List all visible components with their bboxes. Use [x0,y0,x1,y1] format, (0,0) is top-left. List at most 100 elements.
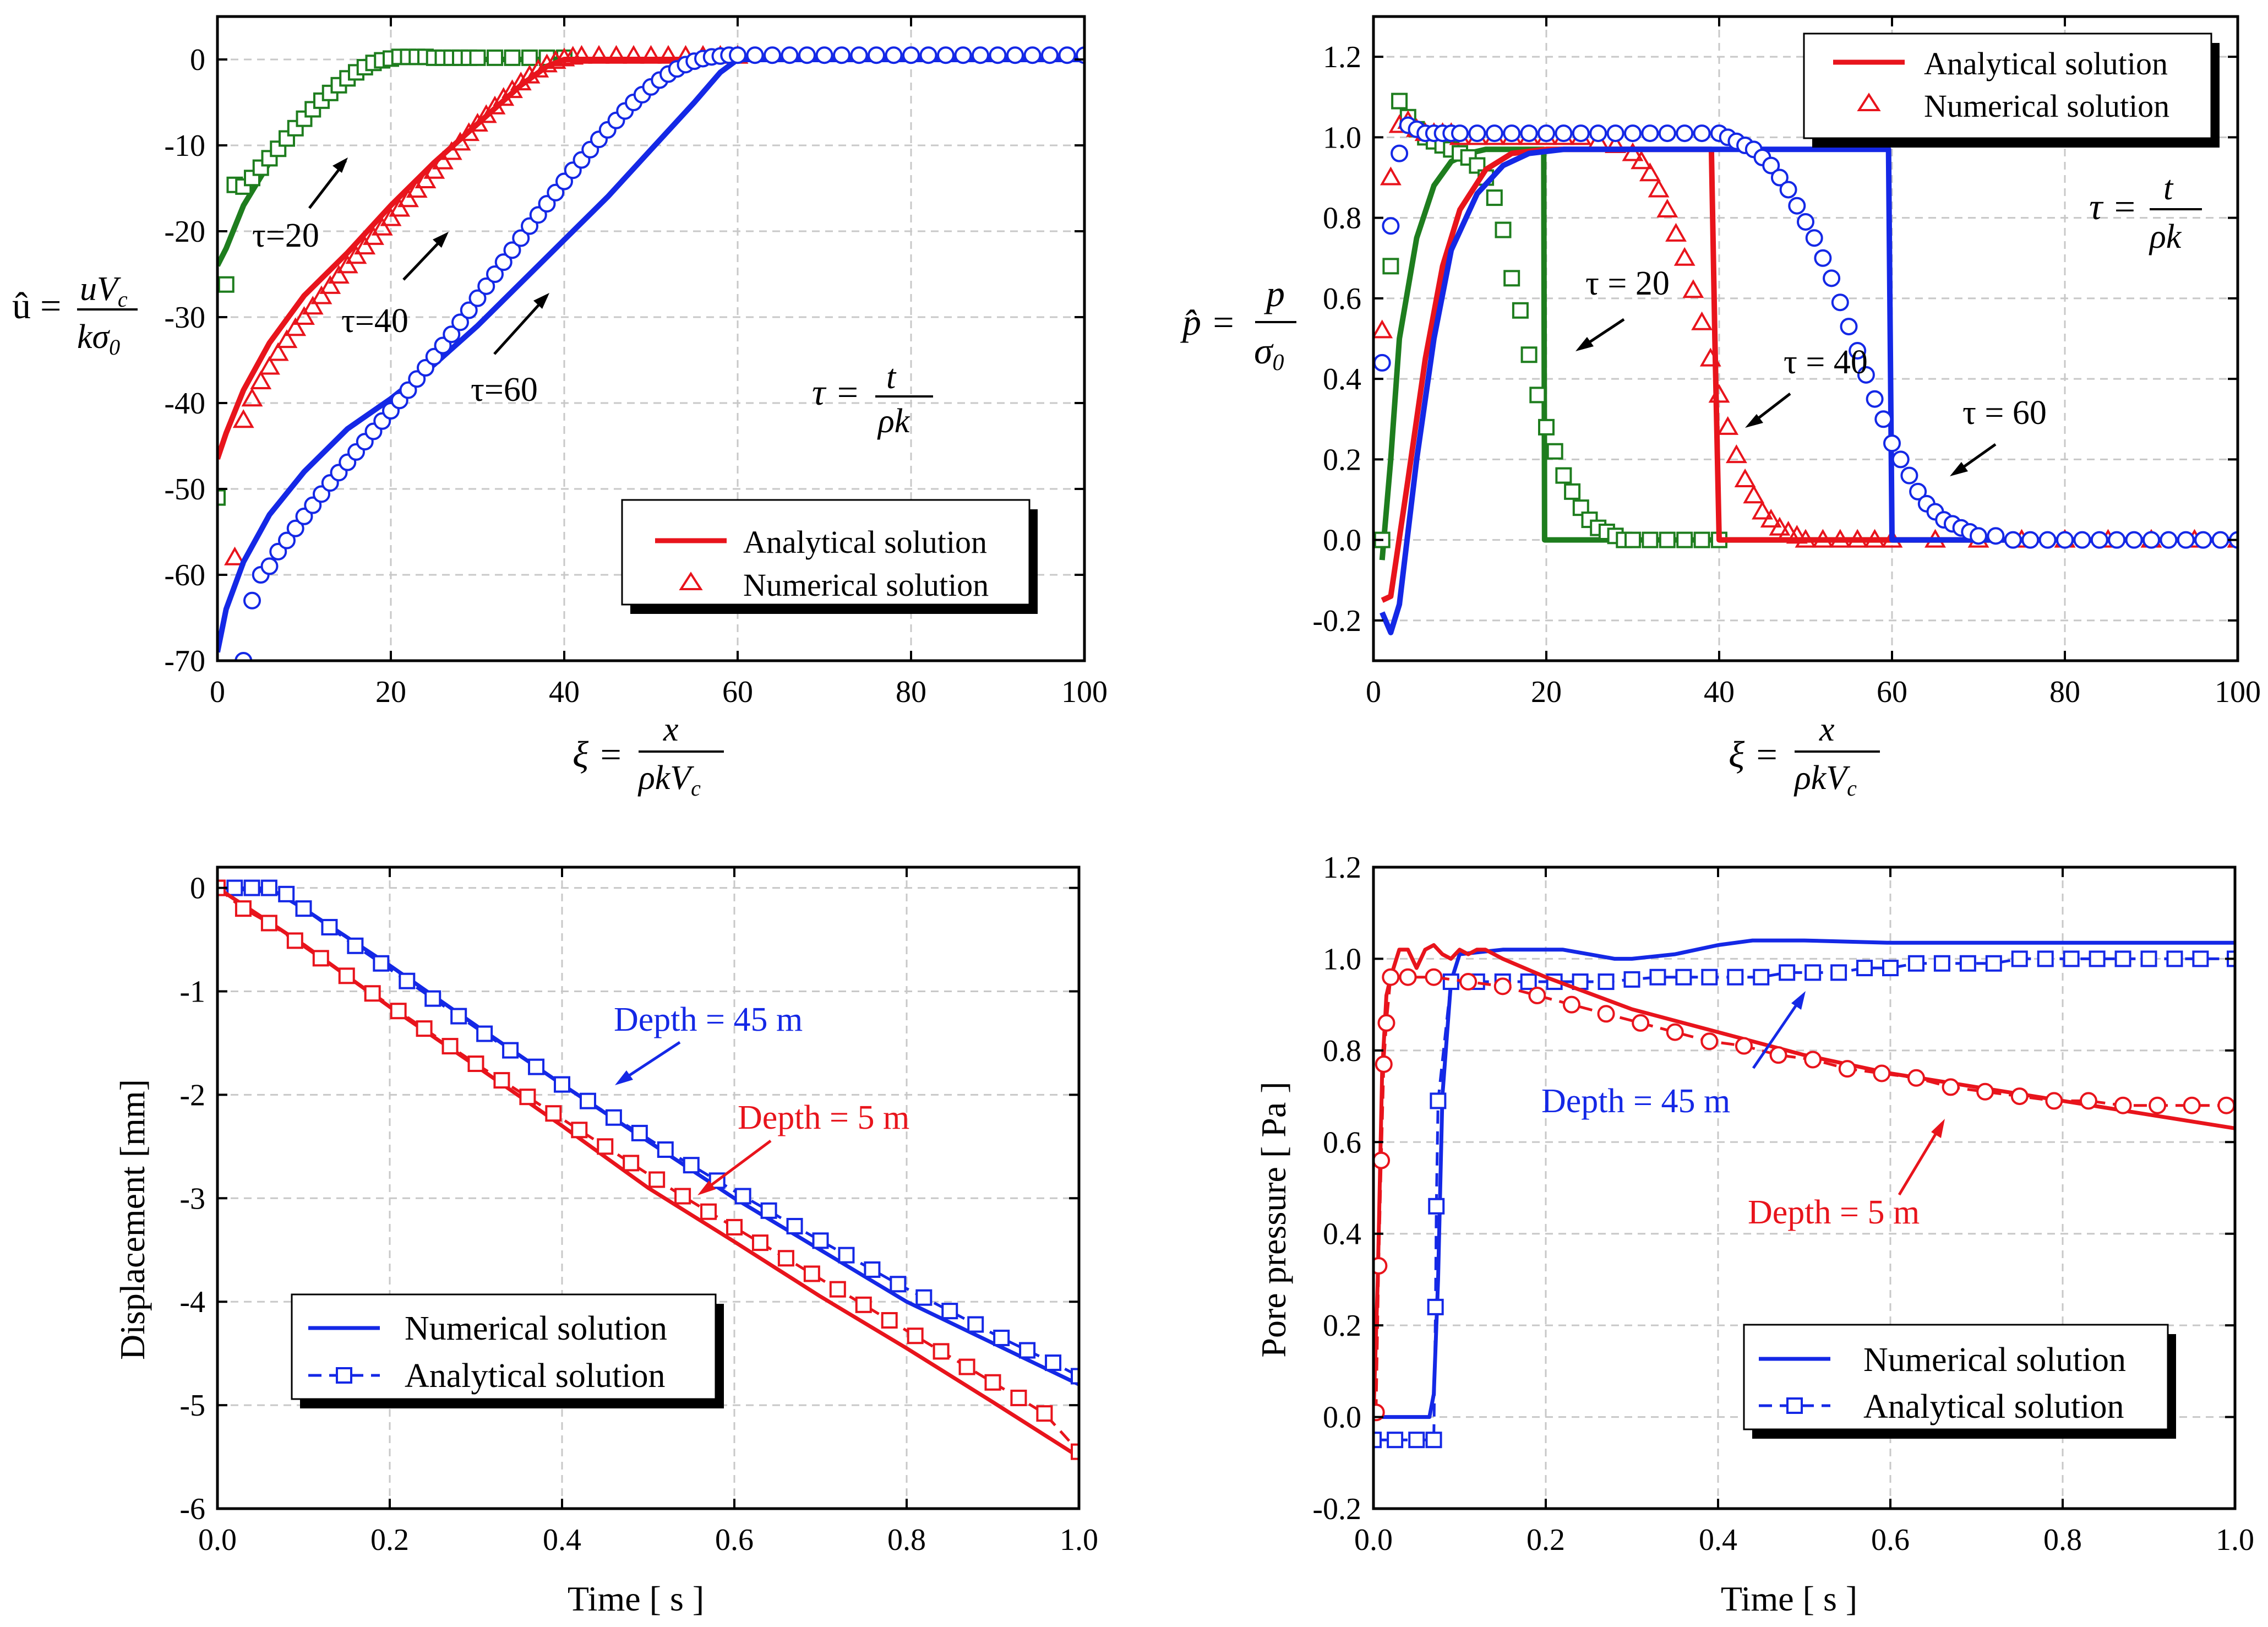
panel-a-annotation-tau20: τ=20 [252,217,319,254]
data-point [838,1247,855,1264]
data-point [1866,390,1884,408]
data-point [2183,1096,2201,1114]
data-point [850,46,868,64]
panel-b-ylabel-num: p [1264,273,1285,314]
y-tick-label: -3 [179,1182,205,1216]
y-tick-label: 1.2 [1323,851,1361,885]
data-point [1786,525,1808,544]
data-point [1427,1298,1444,1315]
series-line [1380,146,2238,635]
data-point [371,216,393,236]
x-tick-label: 100 [1061,675,1108,709]
y-tick-label: 0.0 [1323,524,1361,558]
data-point [1779,181,1797,199]
data-point [235,652,253,661]
data-point [1041,46,1059,64]
data-point [2004,531,2022,549]
y-tick-label: -2 [179,1078,205,1112]
data-point [1391,144,1409,162]
data-point [267,342,289,361]
data-point [1564,483,1581,500]
data-point [1632,1014,1650,1032]
circle-blue-series [235,46,1084,661]
panel-b-ticks: 0 20 40 60 80 100 -0.2 0.0 0.2 0.4 0.6 0.8 1.0 1.2 [1312,17,2261,709]
data-point [1430,1092,1447,1109]
data-point [1676,531,1693,548]
data-point [1648,178,1670,198]
x-tick-label: 0.2 [370,1523,409,1557]
data-point [1528,987,1546,1004]
data-point [285,317,307,336]
data-point [235,900,252,917]
data-point [1778,520,1800,540]
data-point [1624,531,1641,548]
data-point [1425,1432,1442,1449]
data-point [528,1058,545,1075]
data-point [1373,1256,1388,1275]
data-point [1666,1023,1684,1041]
data-point [399,972,416,989]
y-tick-label: -1 [179,975,205,1009]
data-point [2011,950,2028,967]
panel-c-annotation-arrows [615,1041,772,1195]
data-point [1555,467,1572,484]
x-tick-label: 0.0 [1354,1523,1393,1557]
panel-d-annotation-depth45: Depth = 45 m [1541,1082,1730,1120]
data-point [606,45,627,64]
dash-square-blue-series [1373,950,2235,1449]
data-point [477,277,495,295]
x-tick-label: 80 [2049,675,2080,709]
x-tick-label: 1.0 [1060,1523,1098,1557]
y-tick-label: 0 [190,872,205,906]
data-point [321,918,338,935]
circle-blue-series [1373,116,2238,549]
panel-b-tau-num: t [2163,170,2174,207]
data-point [1503,270,1520,287]
data-point [726,1218,743,1236]
series-line [1373,938,2235,1419]
panel-c-legend: Numerical solution Analytical solution [291,1293,724,1408]
data-point [276,329,298,349]
data-point [345,245,367,264]
data-point [777,1250,794,1267]
data-point [2045,1092,2063,1110]
panel-b-xlabel: ξ = x ρkVc [1729,711,1880,801]
data-point [2125,531,2143,549]
data-point [1735,1037,1753,1055]
data-point [1959,955,1976,972]
data-point [1717,416,1739,435]
data-point [1830,964,1847,981]
plot-area [1373,938,2235,1449]
dash-square-red-series [217,879,1079,1460]
panel-c-series [217,879,1079,1460]
data-point [527,58,549,78]
data-point [1649,968,1666,986]
data-point [2140,950,2157,967]
data-point [579,1092,596,1109]
data-point [469,49,486,66]
dash-circle-red-series [1373,968,2235,1422]
data-point [833,46,850,64]
y-tick-label: -0.2 [1312,1492,1361,1526]
data-point [2090,531,2108,549]
data-point [310,285,332,304]
panel-c-frame [216,866,1081,1510]
plot-area [1373,92,2238,635]
panel-c-displacement-vs-time: 0.0 0.2 0.4 0.6 0.8 1.0 0 -1 -2 -3 -4 -5 -6 Time [ s… [113,866,1098,1618]
data-point [1760,509,1782,528]
data-point [989,46,1007,64]
data-point [544,50,566,69]
panel-b-tau-equation: τ = t ρk [2089,170,2202,255]
panel-d-legend: Numerical solution Analytical solution [1743,1324,2176,1439]
data-point [1562,995,1580,1014]
data-point [1693,531,1710,548]
solid-blue-series [217,57,1084,653]
panel-a-xlabel-den: ρkVc [637,759,701,801]
data-point [1495,221,1512,238]
data-point [1856,960,1873,977]
data-point [1642,531,1659,548]
data-point [1970,527,1987,545]
y-tick-label: -50 [164,472,205,507]
data-point [1675,968,1692,986]
